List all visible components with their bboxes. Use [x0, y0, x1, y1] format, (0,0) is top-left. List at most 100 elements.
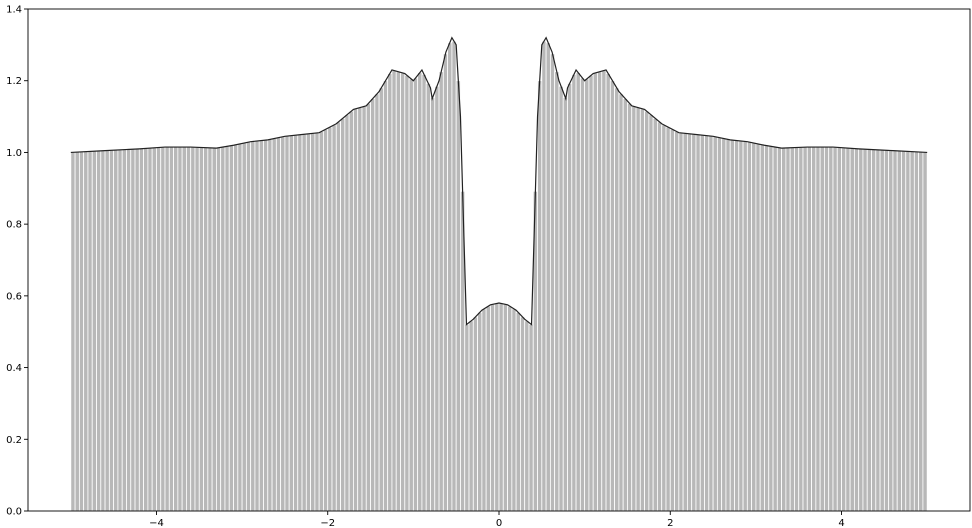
- histogram-bar: [378, 87, 384, 512]
- histogram-bar: [323, 128, 329, 512]
- x-tick-label: −2: [320, 518, 335, 528]
- histogram-bar: [147, 147, 153, 512]
- histogram-bar: [207, 147, 213, 512]
- histogram-bar: [494, 303, 500, 512]
- histogram-bar: [819, 146, 825, 512]
- histogram-bar: [258, 140, 264, 512]
- histogram-bar: [858, 148, 864, 512]
- histogram-bar: [528, 323, 534, 512]
- histogram-bar: [365, 103, 371, 512]
- histogram-bar: [545, 42, 551, 512]
- histogram-bar: [665, 126, 671, 512]
- histogram-bar: [310, 132, 316, 512]
- histogram-bar: [113, 149, 119, 512]
- histogram-bar: [708, 135, 714, 512]
- y-axis: 0.0 0.2 0.4 0.6 0.8 1.0 1.2 1.4: [6, 5, 28, 518]
- histogram-bar: [173, 146, 179, 512]
- histogram-bar: [138, 148, 145, 512]
- histogram-bar: [78, 151, 85, 512]
- histogram-bar: [412, 77, 419, 512]
- histogram-bar: [237, 143, 243, 512]
- histogram-bar: [618, 93, 624, 512]
- histogram-bar: [186, 146, 192, 512]
- histogram-bar: [215, 147, 222, 512]
- histogram-bar: [776, 147, 782, 512]
- histogram-bar: [648, 114, 654, 512]
- x-axis: −4 −2 0 2 4: [149, 511, 845, 528]
- histogram-bar: [387, 73, 393, 512]
- histogram-bar: [91, 150, 97, 512]
- histogram-bar: [879, 149, 885, 512]
- histogram-bar: [245, 141, 252, 512]
- histogram-bar: [108, 149, 115, 512]
- histogram-bar: [759, 144, 765, 512]
- x-tick-label: 2: [667, 518, 673, 528]
- histogram-bar: [678, 132, 684, 512]
- histogram-bar: [524, 320, 530, 512]
- histogram-bar: [96, 150, 102, 512]
- histogram-bar: [361, 106, 367, 512]
- histogram-bar: [614, 87, 620, 512]
- histogram-bar: [597, 71, 603, 512]
- histogram-bar: [575, 72, 581, 512]
- histogram-bar: [263, 139, 269, 512]
- histogram-bar: [121, 149, 127, 512]
- y-tick-label: 0.4: [6, 363, 22, 374]
- histogram-bar: [579, 77, 586, 512]
- histogram-bar: [794, 147, 800, 512]
- histogram-bar: [160, 146, 166, 512]
- histogram-bar: [314, 132, 320, 512]
- histogram-bar: [549, 53, 556, 512]
- histogram-bar: [130, 148, 136, 512]
- histogram-bar: [609, 80, 616, 512]
- histogram-bar: [699, 134, 705, 512]
- histogram-bar: [177, 146, 183, 512]
- histogram-bar: [841, 147, 847, 512]
- histogram-bar: [305, 133, 311, 512]
- y-tick-label: 0.2: [6, 435, 22, 446]
- histogram-bar: [742, 141, 748, 512]
- histogram-bar: [507, 305, 513, 512]
- histogram-bar: [134, 148, 140, 512]
- histogram-bar: [430, 97, 436, 512]
- histogram-bar: [301, 133, 307, 512]
- histogram-bar: [104, 150, 110, 512]
- histogram-bar: [344, 114, 350, 512]
- histogram-bar: [408, 78, 414, 512]
- histogram-bar: [785, 147, 791, 512]
- x-tick-label: 4: [838, 518, 844, 528]
- histogram-bar: [468, 320, 474, 512]
- histogram-bar: [918, 151, 924, 512]
- histogram-bar: [554, 71, 560, 512]
- histogram-bar: [168, 146, 174, 512]
- density-curve: [70, 36, 928, 326]
- histogram-bar: [340, 117, 346, 512]
- histogram-bar: [592, 72, 598, 512]
- histogram-bar: [738, 140, 744, 512]
- histogram-bar: [691, 133, 697, 512]
- histogram-bar: [233, 144, 239, 512]
- histogram-bar: [845, 147, 851, 512]
- histogram-bar: [896, 150, 902, 512]
- histogram-bar: [781, 147, 787, 512]
- histogram-bar: [442, 53, 449, 512]
- histogram-bar: [824, 146, 830, 512]
- histogram-bar: [485, 305, 491, 512]
- histogram-bar: [571, 74, 577, 512]
- histogram-bar: [584, 78, 590, 512]
- histogram-bar: [331, 124, 337, 512]
- histogram-bar: [211, 147, 217, 512]
- histogram-bar: [198, 147, 204, 512]
- histogram-bar: [751, 142, 757, 512]
- histogram-bar: [421, 74, 427, 512]
- histogram-bar: [451, 40, 457, 512]
- histogram-bar: [438, 71, 444, 512]
- histogram-bar: [404, 74, 410, 512]
- y-tick-label: 1.2: [6, 76, 22, 87]
- histogram-bar: [400, 72, 406, 512]
- histogram-bar: [417, 72, 423, 512]
- histogram-bar: [477, 312, 483, 512]
- histogram-bar: [353, 108, 359, 512]
- histogram-bar: [725, 139, 731, 512]
- histogram-bar: [228, 145, 234, 512]
